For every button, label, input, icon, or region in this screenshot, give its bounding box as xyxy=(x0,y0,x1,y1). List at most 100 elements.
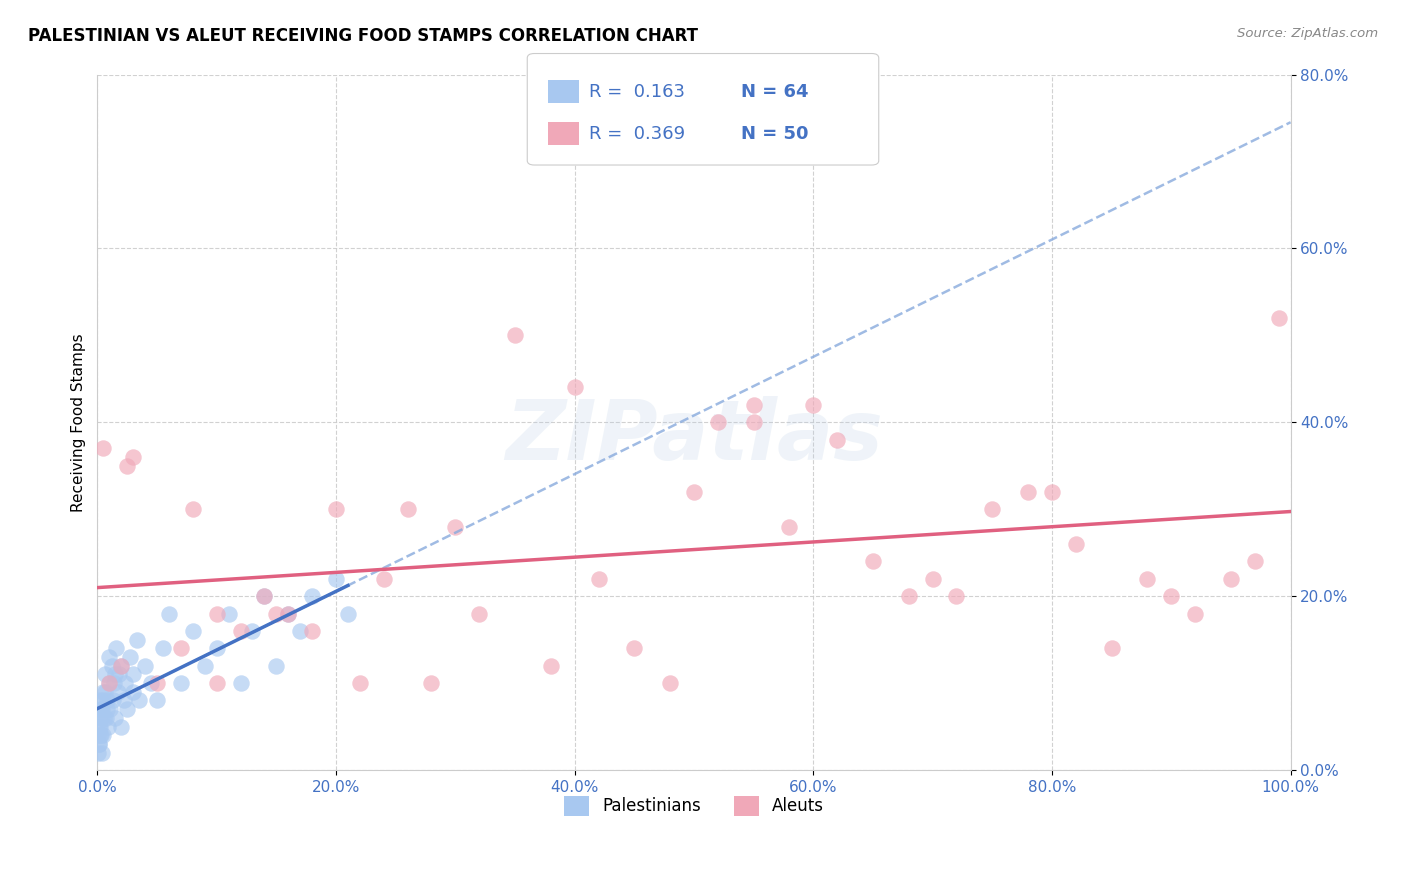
Point xyxy=(373,572,395,586)
Point xyxy=(125,632,148,647)
Point xyxy=(205,676,228,690)
Point xyxy=(90,711,112,725)
Point xyxy=(110,658,132,673)
Point xyxy=(97,719,120,733)
Point xyxy=(110,658,132,673)
Point xyxy=(1160,589,1182,603)
Point xyxy=(103,676,125,690)
Point xyxy=(325,502,347,516)
Point xyxy=(89,719,111,733)
Point xyxy=(420,676,443,690)
Point xyxy=(91,442,114,456)
Point xyxy=(1184,607,1206,621)
Point xyxy=(801,398,824,412)
Point xyxy=(623,641,645,656)
Point xyxy=(981,502,1004,516)
Point xyxy=(112,693,135,707)
Point xyxy=(503,328,526,343)
Point xyxy=(122,685,145,699)
Point xyxy=(134,658,156,673)
Point xyxy=(349,676,371,690)
Point xyxy=(253,589,276,603)
Point xyxy=(181,624,204,638)
Point xyxy=(229,624,252,638)
Point xyxy=(862,554,884,568)
Text: PALESTINIAN VS ALEUT RECEIVING FOOD STAMPS CORRELATION CHART: PALESTINIAN VS ALEUT RECEIVING FOOD STAM… xyxy=(28,27,699,45)
Y-axis label: Receiving Food Stamps: Receiving Food Stamps xyxy=(72,333,86,512)
Text: N = 50: N = 50 xyxy=(741,125,808,143)
Point xyxy=(104,667,127,681)
Point xyxy=(118,650,141,665)
Point xyxy=(93,711,115,725)
Point xyxy=(90,702,112,716)
Point xyxy=(277,607,299,621)
Point xyxy=(89,693,111,707)
Point xyxy=(91,702,114,716)
Point xyxy=(146,676,169,690)
Point xyxy=(115,702,138,716)
Point xyxy=(152,641,174,656)
Point xyxy=(205,641,228,656)
Point xyxy=(1267,310,1289,325)
Point xyxy=(94,685,117,699)
Point xyxy=(266,607,288,621)
Point xyxy=(1064,537,1087,551)
Point xyxy=(104,711,127,725)
Point xyxy=(98,676,121,690)
Point xyxy=(588,572,610,586)
Point xyxy=(301,624,323,638)
Point xyxy=(921,572,943,586)
Point xyxy=(325,572,347,586)
Point xyxy=(170,676,193,690)
Point xyxy=(1136,572,1159,586)
Text: ZIPatlas: ZIPatlas xyxy=(505,396,883,476)
Point xyxy=(157,607,180,621)
Point xyxy=(94,711,117,725)
Point xyxy=(87,728,110,742)
Point xyxy=(98,676,121,690)
Point xyxy=(89,711,111,725)
Point xyxy=(101,693,124,707)
Point xyxy=(122,450,145,464)
Point xyxy=(114,676,136,690)
Point xyxy=(564,380,586,394)
Point xyxy=(468,607,491,621)
Text: N = 64: N = 64 xyxy=(741,83,808,101)
Point xyxy=(170,641,193,656)
Point xyxy=(659,676,682,690)
Point xyxy=(87,737,110,751)
Text: R =  0.369: R = 0.369 xyxy=(589,125,685,143)
Point xyxy=(242,624,264,638)
Point xyxy=(683,484,706,499)
Point xyxy=(742,398,765,412)
Point xyxy=(396,502,419,516)
Point xyxy=(1017,484,1039,499)
Point xyxy=(1243,554,1265,568)
Point xyxy=(100,702,122,716)
Point xyxy=(91,685,114,699)
Point xyxy=(89,728,111,742)
Point xyxy=(115,458,138,473)
Point xyxy=(277,607,299,621)
Point xyxy=(87,737,110,751)
Point xyxy=(444,519,467,533)
Point xyxy=(897,589,920,603)
Point xyxy=(253,589,276,603)
Point xyxy=(91,693,114,707)
Point xyxy=(90,728,112,742)
Point xyxy=(266,658,288,673)
Point xyxy=(336,607,359,621)
Point xyxy=(107,685,129,699)
Point xyxy=(301,589,323,603)
Point xyxy=(105,641,128,656)
Point xyxy=(825,433,848,447)
Point xyxy=(707,415,730,429)
Point xyxy=(218,607,240,621)
Point xyxy=(100,658,122,673)
Point xyxy=(1219,572,1241,586)
Point xyxy=(96,693,118,707)
Point xyxy=(89,719,111,733)
Point xyxy=(778,519,800,533)
Point xyxy=(87,746,110,760)
Point xyxy=(540,658,562,673)
